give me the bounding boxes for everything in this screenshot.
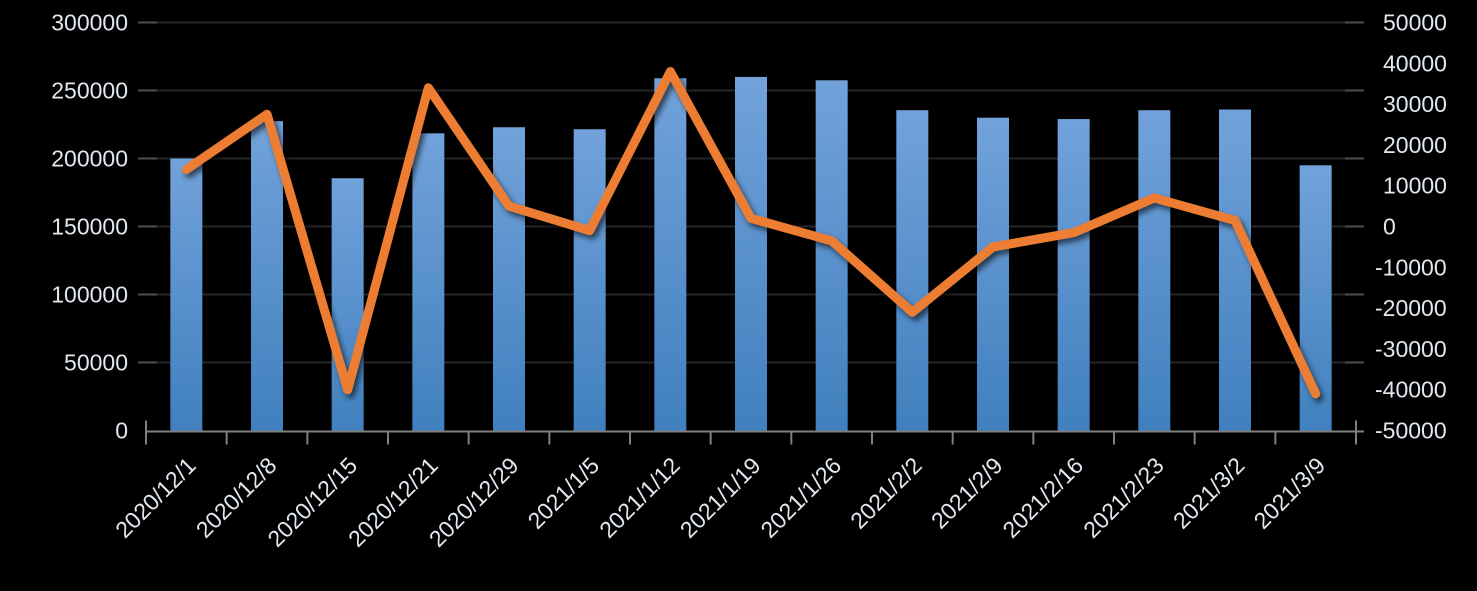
x-axis-label: 2021/2/9 [926, 452, 1008, 534]
left-axis-label: 150000 [51, 214, 128, 240]
right-axis-label: 20000 [1383, 132, 1447, 158]
axis-ticks [138, 21, 1364, 364]
bar [1219, 109, 1251, 431]
right-axis-label: 10000 [1383, 173, 1447, 199]
x-axis-label: 2021/3/2 [1168, 452, 1250, 534]
right-axis-label: 50000 [1383, 10, 1447, 36]
x-axis-label: 2021/2/16 [997, 452, 1088, 543]
left-axis-label: 300000 [51, 10, 128, 36]
x-axis-label: 2021/1/12 [594, 452, 685, 543]
bar [735, 76, 767, 431]
right-axis-label: 40000 [1383, 50, 1447, 76]
x-axis-label: 2021/3/9 [1249, 452, 1331, 534]
right-axis-labels: 50000 40000 30000 20000 10000 0 -10000 -20000 -3… [1375, 10, 1447, 444]
bar [251, 121, 283, 431]
x-axis-label: 2021/1/19 [675, 452, 766, 543]
bar [170, 158, 203, 431]
left-axis-label: 200000 [51, 146, 128, 172]
right-axis-label: 30000 [1383, 91, 1447, 117]
bar [654, 78, 687, 431]
left-axis-label: 50000 [64, 350, 128, 376]
right-axis-label: -10000 [1375, 254, 1447, 280]
left-axis-labels: 300000 250000 200000 150000 100000 50000 0 [51, 10, 128, 444]
bar-series [170, 76, 1332, 431]
line-series [181, 67, 1321, 399]
bar [573, 129, 606, 431]
bar [1057, 119, 1090, 431]
left-axis-label: 0 [115, 418, 128, 444]
left-axis-label: 100000 [51, 282, 128, 308]
x-axis-label: 2021/2/2 [845, 452, 927, 534]
right-axis-label: -50000 [1375, 418, 1447, 444]
bar [977, 117, 1009, 431]
x-axis-labels: 2020/12/12020/12/82020/12/152020/12/2120… [110, 452, 1330, 552]
right-axis-label: 0 [1383, 214, 1396, 240]
x-axis-label: 2021/1/26 [755, 452, 846, 543]
bar [1138, 110, 1171, 431]
x-axis [145, 420, 1364, 445]
bar [493, 127, 525, 431]
right-axis-label: -30000 [1375, 336, 1447, 362]
x-axis-label: 2021/2/23 [1078, 452, 1169, 543]
right-axis-label: -20000 [1375, 295, 1447, 321]
right-axis-label: -40000 [1375, 377, 1447, 403]
x-axis-label: 2020/12/1 [110, 452, 201, 543]
x-axis-label: 2021/1/5 [523, 452, 605, 534]
left-axis-label: 250000 [51, 78, 128, 104]
bar [896, 110, 929, 431]
bar [412, 133, 445, 431]
